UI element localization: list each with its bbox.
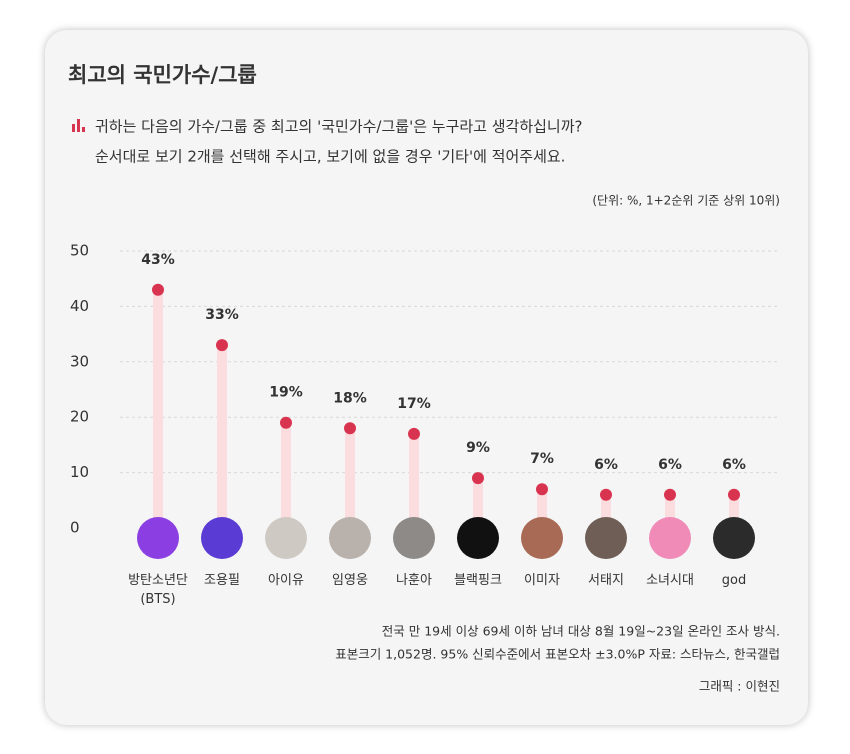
dot xyxy=(152,283,164,296)
dot xyxy=(216,339,228,352)
y-tick-label: 10 xyxy=(70,463,89,481)
subtitle: 귀하는 다음의 가수/그룹 중 최고의 '국민가수/그룹'은 누구라고 생각하십… xyxy=(95,118,583,136)
x-tick-label: 블랙핑크 xyxy=(454,573,502,588)
value-label: 33% xyxy=(205,307,239,323)
dot xyxy=(408,427,420,440)
x-tick-label: 임영웅 xyxy=(332,573,368,588)
value-label: 43% xyxy=(141,252,175,268)
dot xyxy=(536,483,548,496)
footnote: 전국 만 19세 이상 69세 이하 남녀 대상 8월 19일~23일 온라인 … xyxy=(382,624,780,639)
stem xyxy=(729,494,739,528)
stem xyxy=(537,489,547,528)
x-tick-label: 아이유 xyxy=(268,573,304,588)
avatar xyxy=(265,517,307,559)
stem xyxy=(281,422,291,528)
card xyxy=(45,30,808,725)
dot xyxy=(728,488,740,501)
avatar xyxy=(137,517,179,559)
dot xyxy=(344,422,356,435)
value-label: 7% xyxy=(530,451,554,467)
value-label: 18% xyxy=(333,390,367,406)
chart-title: 최고의 국민가수/그룹 xyxy=(68,63,257,87)
dot xyxy=(664,488,676,501)
stem xyxy=(153,289,163,528)
avatar xyxy=(457,517,499,559)
stem xyxy=(665,494,675,528)
value-label: 6% xyxy=(594,457,618,473)
stem xyxy=(601,494,611,528)
avatar xyxy=(585,517,627,559)
subtitle: 순서대로 보기 2개를 선택해 주시고, 보기에 없을 경우 '기타'에 적어주… xyxy=(95,148,565,166)
stem xyxy=(473,478,483,528)
y-tick-label: 40 xyxy=(70,297,89,315)
avatar xyxy=(393,517,435,559)
y-tick-label: 50 xyxy=(70,242,89,260)
avatar xyxy=(201,517,243,559)
avatar xyxy=(329,517,371,559)
avatar xyxy=(649,517,691,559)
value-label: 9% xyxy=(466,440,490,456)
value-label: 6% xyxy=(658,457,682,473)
x-tick-label: 이미자 xyxy=(524,573,560,588)
unit-note: (단위: %, 1+2순위 기준 상위 10위) xyxy=(592,194,780,208)
y-tick-label: 0 xyxy=(70,519,80,537)
credit: 그래픽 : 이현진 xyxy=(699,679,780,694)
footnote: 표본크기 1,052명. 95% 신뢰수준에서 표본오차 ±3.0%P 자료: … xyxy=(335,647,780,662)
x-tick-label: 나훈아 xyxy=(396,573,432,588)
dot xyxy=(280,416,292,429)
x-tick-label: 방탄소년단 (BTS) xyxy=(128,573,188,607)
avatar xyxy=(521,517,563,559)
value-label: 17% xyxy=(397,396,431,412)
stem xyxy=(409,433,419,528)
avatar xyxy=(713,517,755,559)
x-tick-label: 소녀시대 xyxy=(646,573,694,588)
x-tick-label: 서태지 xyxy=(588,573,624,588)
x-tick-label: god xyxy=(721,573,747,588)
bar-icon xyxy=(72,119,85,132)
dot xyxy=(600,488,612,501)
stem xyxy=(345,428,355,528)
value-label: 6% xyxy=(722,457,746,473)
y-tick-label: 20 xyxy=(70,408,89,426)
dot xyxy=(472,472,484,485)
x-tick-label: 조용필 xyxy=(204,573,240,588)
value-label: 19% xyxy=(269,385,303,401)
y-tick-label: 30 xyxy=(70,352,89,370)
stem xyxy=(217,345,227,528)
